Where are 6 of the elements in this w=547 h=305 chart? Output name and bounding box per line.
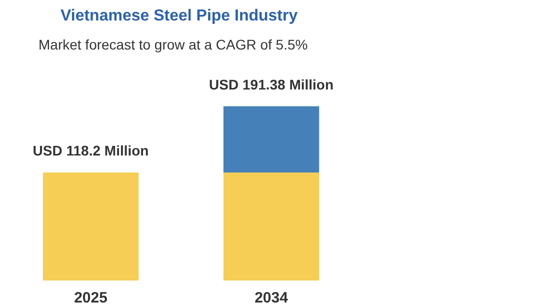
x-tick-label: 2025 [74, 290, 108, 305]
chart-title: Vietnamese Steel Pipe Industry [60, 8, 298, 24]
total-label: USD 191.38 Million [209, 76, 334, 92]
total-label: USD 118.2 Million [32, 142, 149, 158]
x-tick-label: 2034 [254, 290, 289, 305]
chart-subtitle: Market forecast to grow at a CAGR of 5.5% [38, 36, 308, 52]
